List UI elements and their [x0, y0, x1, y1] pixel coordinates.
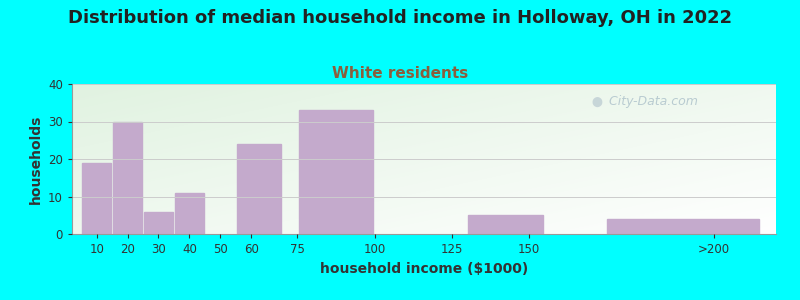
- Text: ⬤: ⬤: [591, 97, 602, 107]
- Bar: [607, 219, 759, 234]
- Bar: [175, 193, 203, 234]
- Text: Distribution of median household income in Holloway, OH in 2022: Distribution of median household income …: [68, 9, 732, 27]
- Bar: [82, 163, 111, 234]
- X-axis label: household income ($1000): household income ($1000): [320, 262, 528, 276]
- Text: City-Data.com: City-Data.com: [601, 95, 698, 109]
- Y-axis label: households: households: [29, 114, 42, 204]
- Bar: [469, 215, 543, 234]
- Bar: [237, 144, 281, 234]
- Bar: [298, 110, 374, 234]
- Bar: [114, 122, 142, 234]
- Text: White residents: White residents: [332, 66, 468, 81]
- Bar: [144, 212, 173, 234]
